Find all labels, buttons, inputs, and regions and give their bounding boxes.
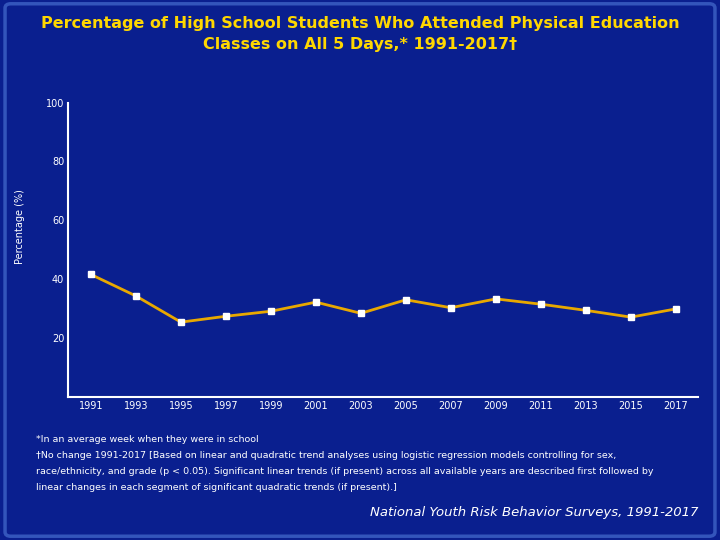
Text: race/ethnicity, and grade (p < 0.05). Significant linear trends (if present) acr: race/ethnicity, and grade (p < 0.05). Si… xyxy=(36,467,654,476)
Text: National Youth Risk Behavior Surveys, 1991-2017: National Youth Risk Behavior Surveys, 19… xyxy=(370,507,698,519)
Text: Percentage of High School Students Who Attended Physical Education
Classes on Al: Percentage of High School Students Who A… xyxy=(41,16,679,52)
Text: †No change 1991-2017 [Based on linear and quadratic trend analyses using logisti: †No change 1991-2017 [Based on linear an… xyxy=(36,451,616,460)
Text: *In an average week when they were in school: *In an average week when they were in sc… xyxy=(36,435,258,444)
Text: linear changes in each segment of significant quadratic trends (if present).]: linear changes in each segment of signif… xyxy=(36,483,397,492)
Text: Percentage (%): Percentage (%) xyxy=(15,190,25,264)
FancyBboxPatch shape xyxy=(5,4,715,536)
